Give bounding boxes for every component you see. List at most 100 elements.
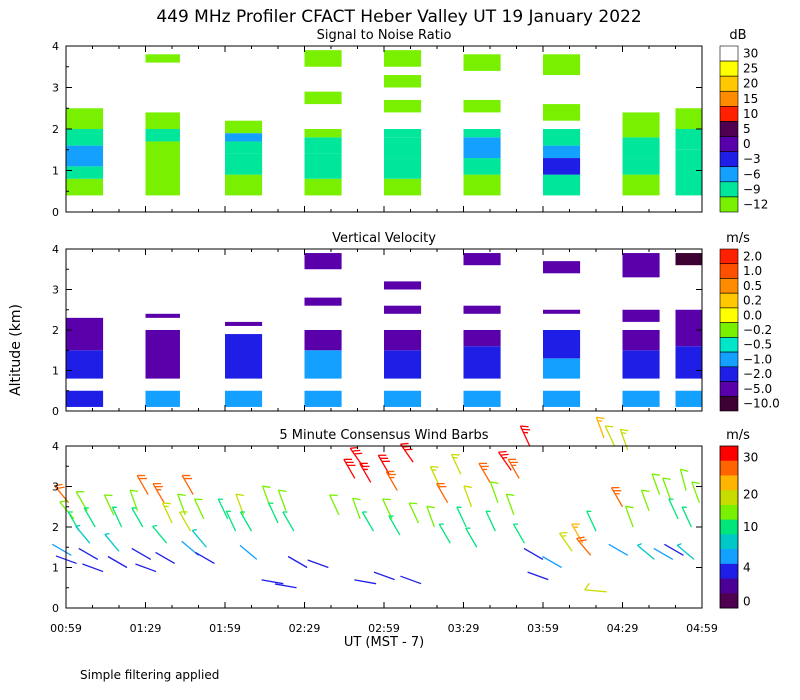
barb-flag bbox=[404, 448, 413, 451]
barb-staff bbox=[354, 579, 377, 585]
heatmap-cell bbox=[675, 253, 702, 266]
colorbar-swatch bbox=[719, 75, 739, 92]
barb-flag bbox=[576, 536, 585, 540]
heatmap-cell bbox=[384, 75, 422, 88]
colorbar-swatch bbox=[720, 549, 738, 565]
wind-barb bbox=[571, 523, 584, 544]
barb-half-flag bbox=[192, 528, 197, 532]
heatmap-cell bbox=[622, 330, 660, 351]
barb-flag bbox=[613, 490, 622, 492]
wind-barb bbox=[681, 506, 692, 528]
wind-barb bbox=[676, 543, 695, 560]
colorbar-label: 0 bbox=[743, 595, 751, 609]
barb-staff bbox=[352, 498, 361, 520]
heatmap-cell bbox=[225, 334, 263, 379]
heatmap-cell bbox=[384, 178, 422, 196]
heatmap-cell bbox=[543, 390, 581, 407]
panel-3: 5 Minute Consensus Wind Barbs 0 1 2 3 4 00:59 0… bbox=[50, 428, 758, 635]
heatmap-cell bbox=[463, 346, 501, 379]
barb-staff bbox=[586, 510, 597, 532]
barb-staff bbox=[82, 563, 104, 573]
barb-half-flag bbox=[439, 523, 444, 525]
x-tick-label: 00:59 bbox=[50, 622, 82, 635]
barb-staff bbox=[664, 543, 684, 556]
heatmap-cell bbox=[66, 145, 104, 167]
wind-barb bbox=[542, 555, 562, 569]
colorbar-swatch bbox=[719, 136, 739, 152]
barb-half-flag bbox=[502, 456, 508, 459]
chart-title: 449 MHz Profiler CFACT Heber Valley UT 1… bbox=[156, 7, 641, 27]
barb-flag bbox=[409, 502, 418, 505]
heatmap-cell bbox=[66, 350, 104, 379]
barb-staff bbox=[178, 511, 192, 532]
barb-half-flag bbox=[621, 432, 627, 435]
wind-barb bbox=[408, 502, 420, 524]
barb-flag bbox=[345, 461, 354, 464]
heatmap-cell bbox=[145, 330, 180, 379]
heatmap-cell bbox=[384, 330, 422, 351]
barb-flag bbox=[104, 494, 113, 497]
wind-barb bbox=[385, 470, 398, 491]
heatmap-cell bbox=[225, 120, 263, 134]
colorbar-label: 15 bbox=[743, 92, 758, 106]
heatmap-cell bbox=[675, 149, 702, 171]
y-tick-label: 2 bbox=[52, 123, 59, 136]
barb-flag bbox=[386, 470, 395, 473]
wind-barb bbox=[584, 582, 607, 593]
barb-flag bbox=[76, 491, 85, 493]
barb-flag bbox=[359, 462, 368, 465]
y-tick-label: 1 bbox=[52, 365, 59, 378]
colorbar-label: −3 bbox=[743, 152, 761, 166]
barb-flag bbox=[490, 481, 499, 485]
barb-half-flag bbox=[131, 507, 137, 509]
colorbar-label: −6 bbox=[743, 167, 761, 181]
barb-half-flag bbox=[240, 511, 246, 513]
colorbar-unit: m/s bbox=[726, 231, 750, 246]
wind-barb bbox=[691, 481, 700, 503]
barb-half-flag bbox=[218, 498, 224, 501]
wind-barb bbox=[111, 506, 123, 528]
barb-staff bbox=[225, 510, 237, 532]
barb-half-flag bbox=[282, 511, 288, 513]
colorbar-swatch bbox=[719, 45, 739, 62]
barb-staff bbox=[239, 511, 253, 532]
barb-staff bbox=[465, 527, 478, 548]
barb-flag bbox=[651, 473, 661, 476]
wind-barb bbox=[59, 499, 75, 520]
panel-title: Signal to Noise Ratio bbox=[317, 28, 452, 43]
barb-staff bbox=[131, 547, 152, 560]
barb-flag bbox=[691, 481, 700, 485]
y-tick-label: 3 bbox=[52, 82, 59, 95]
heatmap-cell bbox=[225, 133, 263, 142]
barb-staff bbox=[505, 493, 515, 516]
wind-barb bbox=[104, 532, 120, 552]
wind-barb bbox=[135, 563, 157, 573]
heatmap-cell bbox=[463, 158, 501, 175]
wind-barb bbox=[527, 571, 549, 581]
barb-staff bbox=[608, 543, 629, 556]
barb-staff bbox=[152, 525, 168, 544]
barb-staff bbox=[679, 469, 687, 491]
colorbar-swatch bbox=[719, 106, 739, 122]
heatmap-cell bbox=[225, 153, 263, 175]
barb-flag bbox=[509, 461, 518, 464]
barb-staff bbox=[676, 544, 695, 560]
barb-flag bbox=[329, 494, 338, 497]
barb-staff bbox=[307, 559, 329, 569]
wind-barb bbox=[136, 474, 149, 495]
barb-flag bbox=[354, 452, 363, 455]
barb-staff bbox=[131, 507, 144, 528]
barb-flag bbox=[506, 493, 515, 497]
colorbar-label: 25 bbox=[743, 62, 758, 76]
x-tick-label: 01:59 bbox=[209, 622, 241, 635]
heatmap-cell bbox=[675, 170, 702, 196]
barb-half-flag bbox=[668, 498, 674, 501]
colorbar-label: 2.0 bbox=[743, 249, 762, 263]
wind-barb bbox=[399, 442, 414, 463]
barb-staff bbox=[274, 583, 297, 589]
colorbar-label: −10.0 bbox=[743, 397, 780, 411]
heatmap-cell bbox=[66, 390, 104, 407]
barb-half-flag bbox=[431, 469, 437, 471]
wind-barb bbox=[107, 555, 128, 569]
barb-half-flag bbox=[75, 524, 81, 527]
